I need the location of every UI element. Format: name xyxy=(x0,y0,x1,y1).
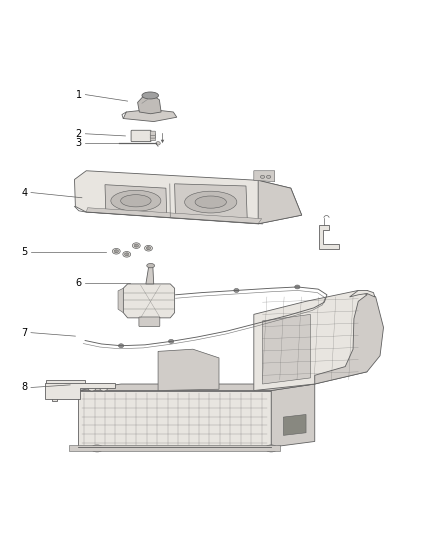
Ellipse shape xyxy=(100,386,108,391)
Ellipse shape xyxy=(295,285,300,289)
Polygon shape xyxy=(78,384,315,391)
Ellipse shape xyxy=(145,245,152,251)
Polygon shape xyxy=(315,290,384,384)
Polygon shape xyxy=(262,314,311,384)
Ellipse shape xyxy=(169,340,174,343)
Ellipse shape xyxy=(114,250,118,253)
Ellipse shape xyxy=(146,247,151,250)
Polygon shape xyxy=(123,109,177,122)
Ellipse shape xyxy=(134,244,138,247)
Text: 4: 4 xyxy=(21,188,28,198)
Ellipse shape xyxy=(91,445,103,452)
Polygon shape xyxy=(45,383,115,399)
Polygon shape xyxy=(254,290,367,391)
Polygon shape xyxy=(123,284,175,318)
Text: 1: 1 xyxy=(76,90,82,100)
Ellipse shape xyxy=(88,386,96,391)
Polygon shape xyxy=(146,266,154,284)
Ellipse shape xyxy=(255,321,261,325)
Ellipse shape xyxy=(124,253,129,256)
Ellipse shape xyxy=(118,344,124,348)
Text: 5: 5 xyxy=(21,247,28,257)
Ellipse shape xyxy=(111,190,161,211)
Text: 2: 2 xyxy=(76,129,82,139)
FancyBboxPatch shape xyxy=(150,134,155,138)
Polygon shape xyxy=(86,208,261,224)
Ellipse shape xyxy=(63,384,68,387)
Text: 3: 3 xyxy=(76,139,82,148)
Ellipse shape xyxy=(142,92,159,99)
Polygon shape xyxy=(254,171,275,182)
Text: 7: 7 xyxy=(21,328,28,337)
Ellipse shape xyxy=(234,288,239,293)
Ellipse shape xyxy=(132,243,140,248)
Polygon shape xyxy=(74,171,302,224)
Text: 6: 6 xyxy=(76,278,82,288)
FancyBboxPatch shape xyxy=(139,317,160,327)
Polygon shape xyxy=(319,225,339,249)
Polygon shape xyxy=(46,379,85,392)
Text: 8: 8 xyxy=(21,383,28,392)
Ellipse shape xyxy=(113,248,120,254)
FancyBboxPatch shape xyxy=(150,136,155,141)
Ellipse shape xyxy=(185,191,237,213)
Polygon shape xyxy=(78,391,271,447)
Ellipse shape xyxy=(265,445,277,452)
Polygon shape xyxy=(52,392,57,401)
Polygon shape xyxy=(350,290,375,297)
Ellipse shape xyxy=(120,195,151,207)
Ellipse shape xyxy=(195,196,226,208)
Ellipse shape xyxy=(53,395,57,399)
Polygon shape xyxy=(258,180,302,224)
Ellipse shape xyxy=(156,142,160,145)
Ellipse shape xyxy=(54,384,60,387)
Ellipse shape xyxy=(147,263,155,268)
Polygon shape xyxy=(118,288,123,313)
Polygon shape xyxy=(283,415,306,435)
Polygon shape xyxy=(158,349,219,391)
Polygon shape xyxy=(271,384,315,447)
Ellipse shape xyxy=(266,175,271,179)
Polygon shape xyxy=(105,184,167,216)
Polygon shape xyxy=(175,184,247,220)
FancyBboxPatch shape xyxy=(150,131,155,135)
Polygon shape xyxy=(138,94,161,114)
Ellipse shape xyxy=(260,175,265,179)
FancyBboxPatch shape xyxy=(131,130,151,142)
Polygon shape xyxy=(69,445,280,451)
Ellipse shape xyxy=(123,252,131,257)
